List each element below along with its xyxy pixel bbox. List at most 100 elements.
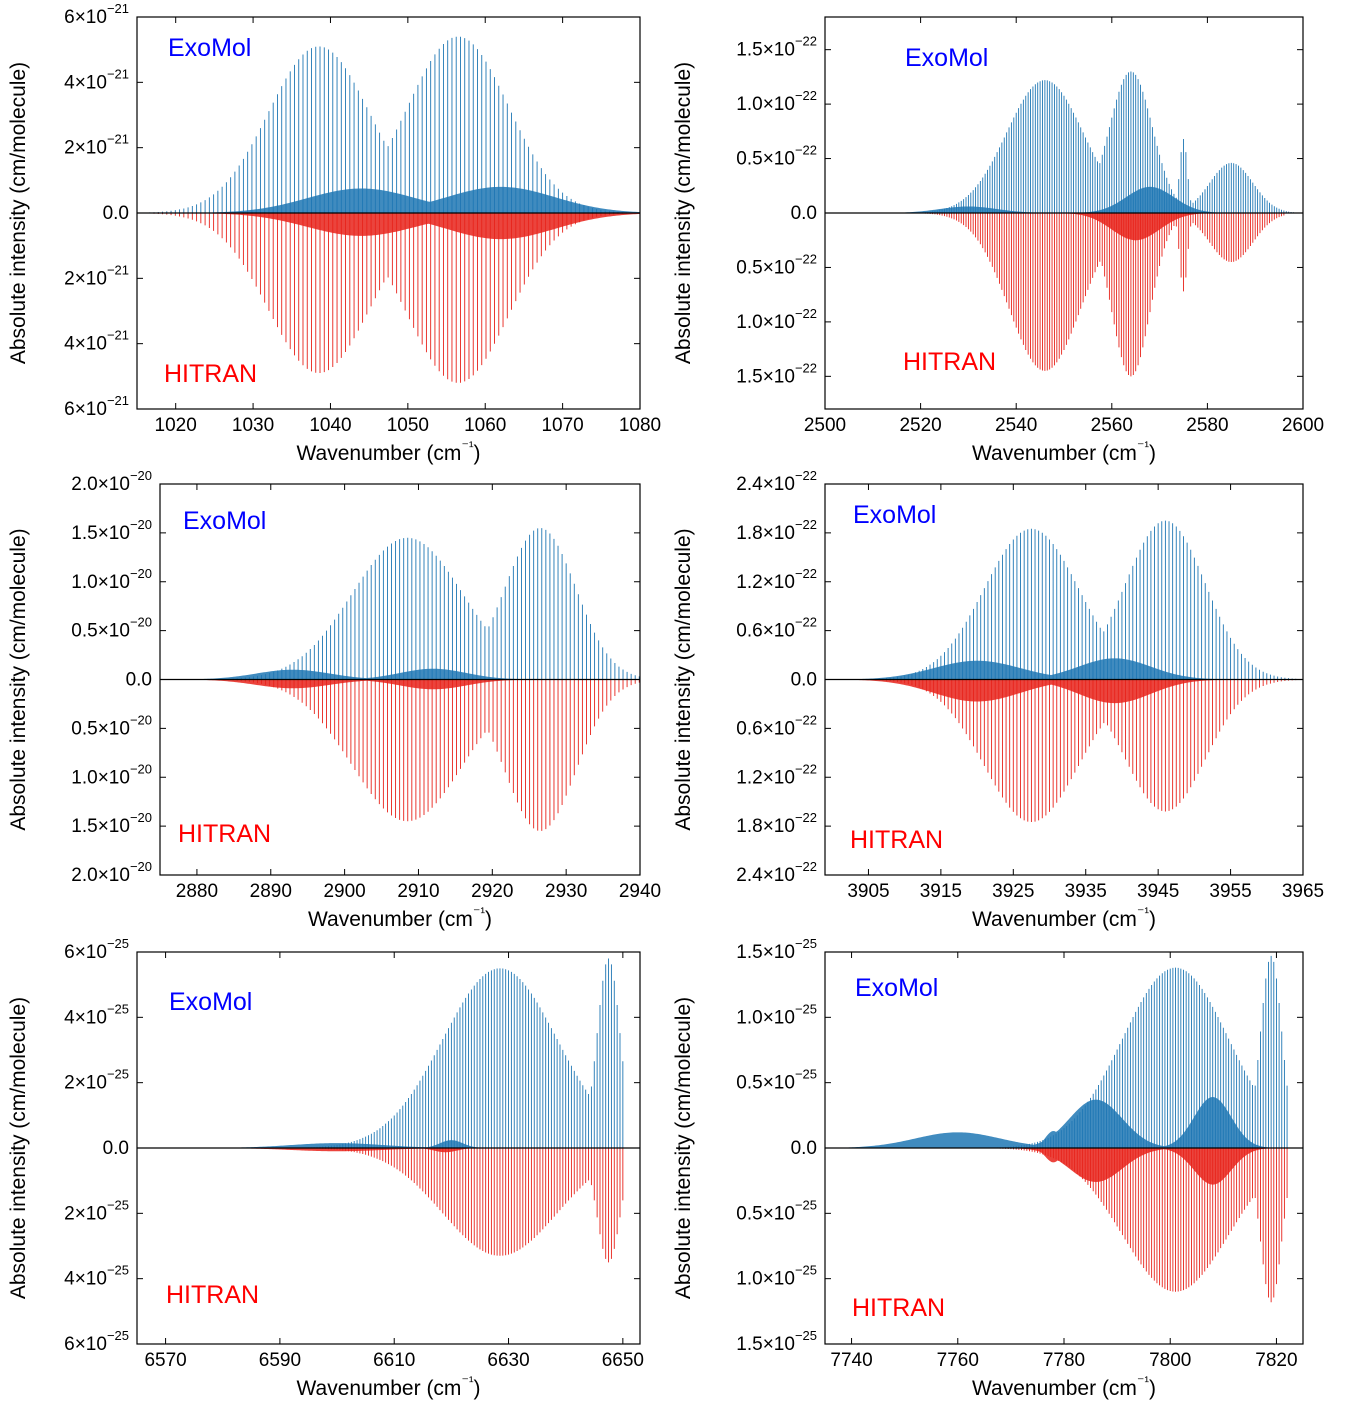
y-axis-label: Absolute intensity (cm/molecule) bbox=[672, 997, 695, 1299]
spectrum-panel-6: 7740 7760 7780 7800 7820 1.5×10−25 1.0×10−25 0.… bbox=[672, 936, 1304, 1400]
y-tick-label: 1.5×10−20 bbox=[71, 517, 152, 544]
y-tick-label: 6×10−21 bbox=[64, 1, 129, 28]
weak-band-envelope bbox=[160, 679, 640, 690]
series-label-hitran: HITRAN bbox=[164, 360, 257, 388]
y-tick-label: 1.2×10−22 bbox=[736, 761, 817, 788]
x-tick-label: 2580 bbox=[1186, 415, 1228, 436]
x-tick-label: 6610 bbox=[373, 1350, 415, 1371]
x-tick-label: 1040 bbox=[309, 415, 351, 436]
y-tick-label: 0.0 bbox=[126, 670, 152, 691]
spectrum-panel-5: 6570 6590 6610 6630 6650 6×10−25 4×10−25 2×10−2… bbox=[7, 936, 644, 1400]
x-tick-label: 3935 bbox=[1065, 881, 1107, 902]
y-axis-label: Absolute intensity (cm/molecule) bbox=[7, 528, 30, 830]
strong-band-lines bbox=[137, 213, 640, 383]
series-exomol bbox=[137, 958, 624, 1148]
weak-band-envelope bbox=[137, 1140, 623, 1148]
y-tick-label: 0.0 bbox=[103, 203, 129, 224]
x-tick-label: 7800 bbox=[1149, 1350, 1191, 1371]
x-tick-label: 6650 bbox=[602, 1350, 644, 1371]
weak-band-envelope bbox=[825, 679, 1303, 704]
x-tick-label: 7820 bbox=[1255, 1350, 1297, 1371]
y-tick-label: 0.0 bbox=[791, 203, 817, 224]
x-tick-label: 1080 bbox=[619, 415, 661, 436]
strong-band-lines bbox=[872, 71, 1303, 213]
x-axis-label: Wavenumber (cm⁻¹) bbox=[308, 904, 492, 931]
series-exomol bbox=[825, 71, 1303, 213]
x-tick-label: 6630 bbox=[487, 1350, 529, 1371]
y-tick-label: 0.5×10−20 bbox=[71, 712, 152, 739]
y-tick-label: 1.8×10−22 bbox=[736, 517, 817, 544]
y-tick-label: 2×10−25 bbox=[64, 1067, 129, 1094]
x-tick-label: 3925 bbox=[992, 881, 1034, 902]
y-tick-label: 0.0 bbox=[103, 1138, 129, 1159]
y-axis-label: Absolute intensity (cm/molecule) bbox=[672, 62, 695, 364]
y-tick-label: 1.0×10−25 bbox=[736, 1263, 817, 1290]
series-label-exomol: ExoMol bbox=[855, 974, 938, 1002]
y-tick-label: 1.0×10−25 bbox=[736, 1001, 817, 1028]
y-tick-label: 1.5×10−22 bbox=[736, 34, 817, 61]
x-tick-label: 2930 bbox=[545, 881, 587, 902]
y-tick-label: 1.5×10−25 bbox=[736, 1328, 817, 1355]
y-tick-label: 0.5×10−22 bbox=[736, 251, 817, 278]
weak-band-envelope bbox=[825, 1148, 1288, 1185]
y-tick-label: 6×10−25 bbox=[64, 1328, 129, 1355]
x-tick-label: 7760 bbox=[937, 1350, 979, 1371]
y-tick-label: 1.0×10−20 bbox=[71, 566, 152, 593]
x-tick-label: 3905 bbox=[847, 881, 889, 902]
x-tick-label: 1020 bbox=[155, 415, 197, 436]
y-tick-label: 2.4×10−22 bbox=[736, 468, 817, 495]
x-tick-label: 2540 bbox=[995, 415, 1037, 436]
x-axis-label: Wavenumber (cm⁻¹) bbox=[972, 438, 1156, 465]
x-tick-label: 3915 bbox=[920, 881, 962, 902]
y-tick-label: 2.0×10−20 bbox=[71, 468, 152, 495]
x-tick-label: 1050 bbox=[387, 415, 429, 436]
plot-area bbox=[825, 955, 1288, 1303]
series-label-exomol: ExoMol bbox=[905, 44, 988, 72]
y-tick-label: 1.5×10−25 bbox=[736, 936, 817, 963]
strong-band-lines bbox=[160, 528, 640, 680]
x-tick-label: 6590 bbox=[259, 1350, 301, 1371]
strong-band-lines bbox=[825, 520, 1303, 680]
y-axis-label: Absolute intensity (cm/molecule) bbox=[7, 997, 30, 1299]
series-hitran bbox=[825, 1148, 1288, 1303]
spectrum-panel-2: 2500 2520 2540 2560 2580 2600 1.5×10−22 1.0×10−… bbox=[672, 16, 1324, 465]
y-tick-label: 0.6×10−22 bbox=[736, 712, 817, 739]
series-label-hitran: HITRAN bbox=[178, 820, 271, 848]
x-tick-label: 1070 bbox=[541, 415, 583, 436]
x-tick-label: 7740 bbox=[830, 1350, 872, 1371]
weak-band-envelope bbox=[825, 186, 1303, 213]
x-axis-label: Wavenumber (cm⁻¹) bbox=[972, 904, 1156, 931]
y-tick-label: 0.5×10−20 bbox=[71, 615, 152, 642]
weak-band-envelope bbox=[137, 1148, 623, 1153]
strong-band-lines bbox=[245, 1148, 624, 1263]
weak-band-envelope bbox=[137, 213, 640, 240]
x-tick-label: 2560 bbox=[1091, 415, 1133, 436]
y-tick-label: 1.8×10−22 bbox=[736, 810, 817, 837]
series-hitran bbox=[825, 679, 1303, 823]
y-tick-label: 0.0 bbox=[791, 670, 817, 691]
y-tick-label: 2.4×10−22 bbox=[736, 859, 817, 886]
y-tick-label: 0.5×10−25 bbox=[736, 1197, 817, 1224]
strong-band-lines bbox=[239, 958, 624, 1148]
x-tick-label: 2940 bbox=[619, 881, 661, 902]
series-label-hitran: HITRAN bbox=[166, 1281, 259, 1309]
y-tick-label: 1.0×10−22 bbox=[736, 306, 817, 333]
strong-band-lines bbox=[137, 36, 640, 213]
spectrum-panel-3: 2880 2890 2900 2910 2920 2930 2940 2.0×10−20 1.5… bbox=[7, 468, 661, 931]
series-exomol bbox=[160, 528, 640, 680]
series-hitran bbox=[137, 213, 640, 383]
series-label-exomol: ExoMol bbox=[168, 34, 251, 62]
series-label-hitran: HITRAN bbox=[903, 348, 996, 376]
x-tick-label: 2600 bbox=[1282, 415, 1324, 436]
x-tick-label: 1030 bbox=[232, 415, 274, 436]
series-hitran bbox=[160, 679, 640, 831]
y-tick-label: 1.0×10−22 bbox=[736, 88, 817, 115]
x-tick-label: 2910 bbox=[397, 881, 439, 902]
weak-band-envelope bbox=[160, 668, 640, 680]
plot-area bbox=[825, 71, 1303, 377]
y-tick-label: 2×10−21 bbox=[64, 132, 129, 159]
y-axis-label: Absolute intensity (cm/molecule) bbox=[672, 528, 695, 830]
strong-band-lines bbox=[160, 679, 640, 831]
y-tick-label: 4×10−25 bbox=[64, 1263, 129, 1290]
